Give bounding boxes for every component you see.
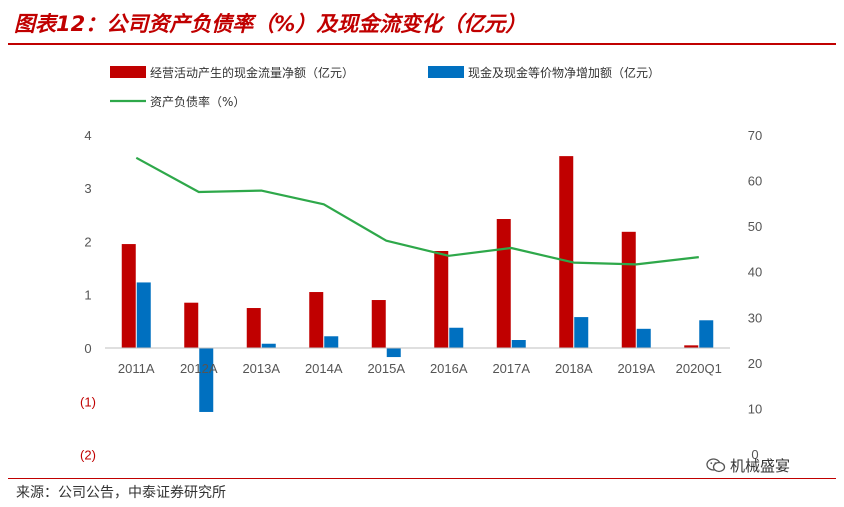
category-label: 2011A bbox=[118, 361, 155, 376]
category-label: 2013A bbox=[242, 361, 280, 376]
right-tick-label: 20 bbox=[748, 356, 762, 371]
left-tick-label: 2 bbox=[84, 234, 91, 249]
right-tick-label: 70 bbox=[748, 128, 762, 143]
legend-label-operating-cashflow: 经营活动产生的现金流量净额（亿元） bbox=[150, 65, 354, 80]
chart-title: 图表12：公司资产负债率（%）及现金流变化（亿元） bbox=[14, 12, 527, 36]
category-label: 2012A bbox=[180, 361, 218, 376]
left-tick-label: (1) bbox=[80, 394, 96, 409]
bar-cash-increase bbox=[636, 328, 651, 348]
debt-ratio-line bbox=[135, 156, 699, 266]
bars bbox=[121, 156, 714, 412]
category-label: 2017A bbox=[492, 361, 530, 376]
bar-operating-cashflow bbox=[559, 156, 574, 348]
left-tick-label: (2) bbox=[80, 448, 96, 463]
legend-label-debt-ratio: 资产负债率（%） bbox=[150, 94, 245, 109]
left-tick-label: 4 bbox=[84, 128, 91, 143]
bar-cash-increase bbox=[199, 348, 214, 412]
bar-operating-cashflow bbox=[621, 231, 636, 348]
bar-operating-cashflow bbox=[309, 292, 324, 348]
category-label: 2019A bbox=[617, 361, 655, 376]
legend-swatch-operating-cashflow bbox=[110, 66, 146, 78]
footer-divider bbox=[8, 478, 836, 479]
wechat-icon bbox=[706, 457, 726, 473]
chart: 经营活动产生的现金流量净额（亿元） 现金及现金等价物净增加额（亿元） 资产负债率（%… bbox=[80, 65, 762, 463]
right-tick-label: 10 bbox=[748, 401, 762, 416]
left-tick-label: 3 bbox=[84, 181, 91, 196]
bar-operating-cashflow bbox=[496, 219, 511, 348]
left-tick-label: 0 bbox=[84, 341, 91, 356]
source-note: 来源：公司公告，中泰证券研究所 bbox=[16, 485, 226, 501]
bar-cash-increase bbox=[324, 336, 339, 348]
right-tick-label: 40 bbox=[748, 265, 762, 280]
bar-operating-cashflow bbox=[121, 244, 136, 348]
right-tick-label: 50 bbox=[748, 219, 762, 234]
bar-operating-cashflow bbox=[371, 300, 386, 348]
watermark-label: 机械盛宴 bbox=[730, 457, 791, 475]
bar-operating-cashflow bbox=[434, 250, 449, 348]
bar-operating-cashflow bbox=[184, 302, 199, 348]
line-series bbox=[135, 156, 699, 266]
bar-cash-increase bbox=[386, 348, 401, 358]
bar-cash-increase bbox=[449, 327, 464, 348]
x-axis-labels: 2011A 2012A 2013A 2014A 2015A 2016A 2017A 2018A… bbox=[118, 361, 722, 376]
left-tick-label: 1 bbox=[84, 288, 91, 303]
category-label: 2018A bbox=[555, 361, 593, 376]
category-label: 2020Q1 bbox=[676, 361, 722, 376]
bar-cash-increase bbox=[699, 320, 714, 348]
title-divider bbox=[8, 43, 836, 45]
category-label: 2015A bbox=[367, 361, 405, 376]
watermark: 机械盛宴 bbox=[706, 455, 790, 477]
right-tick-label: 60 bbox=[748, 174, 762, 189]
bar-cash-increase bbox=[261, 343, 276, 348]
category-label: 2016A bbox=[430, 361, 468, 376]
legend: 经营活动产生的现金流量净额（亿元） 现金及现金等价物净增加额（亿元） 资产负债率（%… bbox=[110, 65, 660, 109]
right-y-axis: 70 60 50 40 30 20 10 0 bbox=[748, 128, 762, 462]
bar-operating-cashflow bbox=[246, 308, 261, 348]
bar-cash-increase bbox=[511, 340, 526, 348]
legend-label-cash-increase: 现金及现金等价物净增加额（亿元） bbox=[468, 65, 660, 80]
category-label: 2014A bbox=[305, 361, 343, 376]
bar-operating-cashflow bbox=[684, 345, 699, 348]
bar-cash-increase bbox=[136, 282, 151, 348]
right-tick-label: 30 bbox=[748, 310, 762, 325]
left-y-axis: 4 3 2 1 0 (1) (2) bbox=[80, 128, 96, 463]
bar-cash-increase bbox=[574, 317, 589, 348]
legend-swatch-cash-increase bbox=[428, 66, 464, 78]
right-tick-label: 0 bbox=[751, 447, 758, 462]
